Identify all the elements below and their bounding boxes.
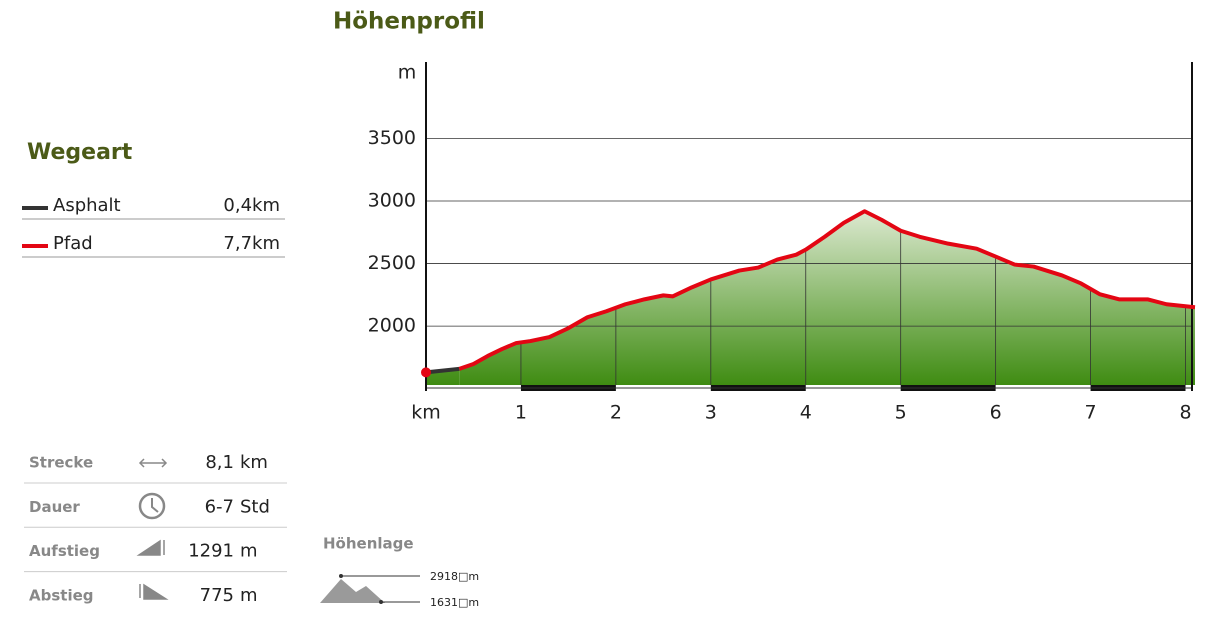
legend-length: 7,7km	[223, 233, 280, 254]
stat-unit: m	[240, 541, 258, 562]
legend-label: Asphalt	[53, 195, 121, 216]
chart-title: Höhenprofil	[333, 9, 485, 35]
profile-line	[425, 366, 460, 375]
max-height: 2918□m	[430, 570, 479, 583]
area	[459, 211, 1195, 385]
stat-value: 8,1	[205, 452, 234, 473]
wegeart-title: Wegeart	[27, 140, 133, 165]
stat-label: Strecke	[29, 454, 93, 472]
x-tick-label: 1	[515, 402, 527, 424]
x-tick-label: 8	[1179, 402, 1191, 424]
stat-icons	[136, 458, 169, 600]
y-axis-label: m	[398, 62, 417, 84]
stat-value: 1291	[188, 541, 234, 562]
x-tick-label: 6	[990, 402, 1002, 424]
profile-line	[458, 209, 1196, 371]
y-tick-label: 3000	[368, 189, 416, 211]
stat-value: 775	[200, 585, 234, 606]
y-tick-label: 2000	[368, 315, 416, 337]
stat-unit: m	[240, 585, 258, 606]
hoehenlage-title: Höhenlage	[323, 535, 414, 553]
stat-value: 6-7	[205, 496, 234, 517]
x-tick-label: 5	[895, 402, 907, 424]
stat-label: Abstieg	[29, 586, 94, 604]
x-tick-label: 4	[800, 402, 812, 424]
x-tick-label: 3	[705, 402, 717, 424]
legend-length: 0,4km	[223, 195, 280, 216]
x-tick-label: 2	[610, 402, 622, 424]
stat-label: Dauer	[29, 498, 80, 516]
legend-label: Pfad	[53, 233, 93, 254]
mountain-icon	[320, 579, 385, 603]
stat-unit: km	[240, 452, 268, 473]
start-point	[421, 367, 431, 378]
x-tick-label: 7	[1085, 402, 1097, 424]
min-height: 1631□m	[430, 596, 479, 609]
y-tick-label: 2500	[368, 252, 416, 274]
stat-unit: Std	[240, 496, 270, 517]
stat-label: Aufstieg	[29, 542, 100, 560]
y-tick-label: 3500	[368, 127, 416, 149]
x-axis-label: km	[411, 402, 441, 424]
